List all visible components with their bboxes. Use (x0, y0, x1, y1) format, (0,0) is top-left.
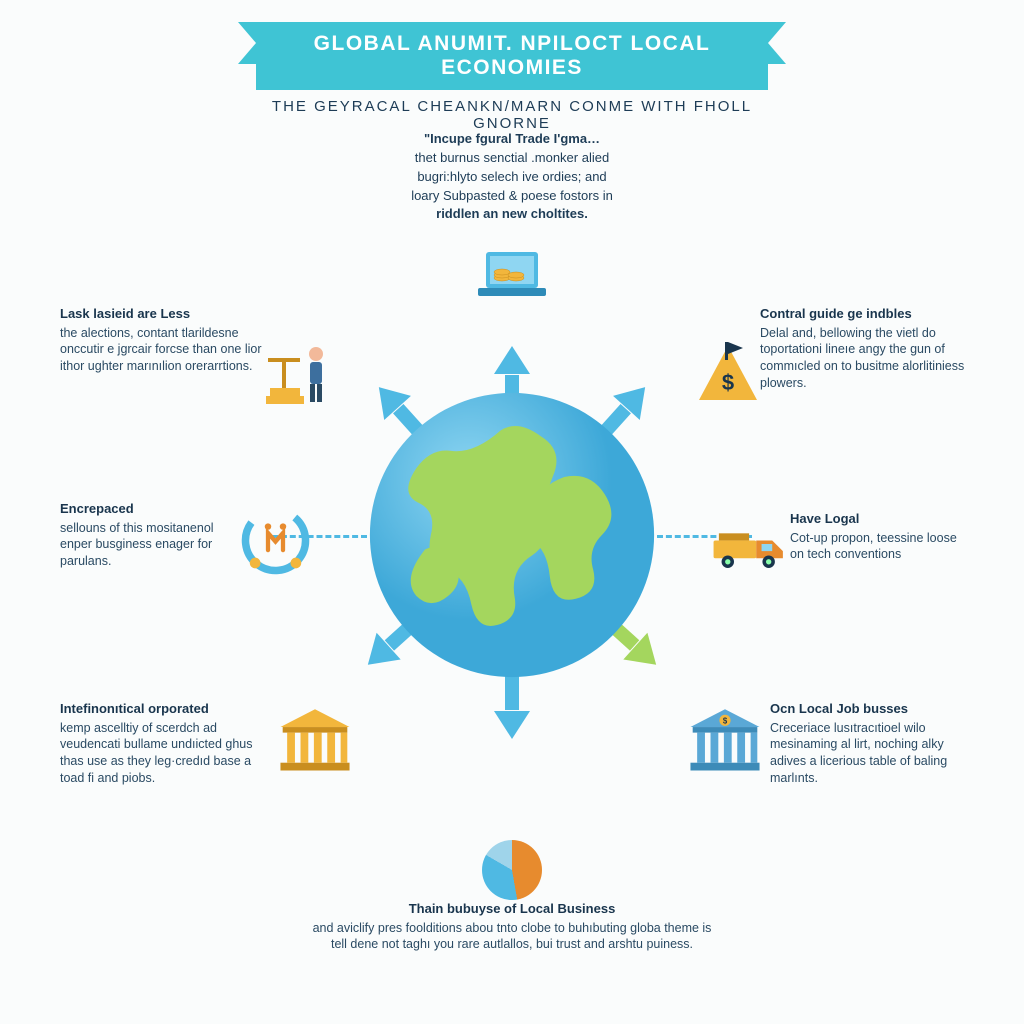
node-title: Encrepaced (60, 500, 230, 518)
title-text: GLOBAL ANUMIT. NPILOCT LOCAL ECONOMIES (314, 32, 711, 79)
intro-line: bugri:hlyto selech ive ordies; and (417, 169, 606, 184)
node-title: Ocn Local Job busses (770, 700, 980, 718)
header: GLOBAL ANUMIT. NPILOCT LOCAL ECONOMIES T… (256, 22, 768, 132)
svg-text:$: $ (723, 716, 728, 725)
node-bottom: Thain bubuyse of Local Business and avic… (312, 900, 712, 953)
worker-scale-icon (262, 335, 342, 415)
node-title: Thain bubuyse of Local Business (312, 900, 712, 918)
node-body: Cot-up propon, teessine loose on tech co… (790, 531, 957, 562)
node-body: and aviclify pres foolditions abou tnto … (313, 921, 712, 952)
dollar-pyramid-icon: $ (688, 335, 768, 415)
svg-text:$: $ (722, 370, 734, 395)
node-body: kemp ascelltiy of scerdch ad veudencati … (60, 721, 253, 786)
people-ring-icon (235, 500, 315, 580)
node-top-right: Contral guide ge indbles Delal and, bell… (760, 305, 970, 392)
node-bot-left: Intefinonıtical orporated kemp ascelltiy… (60, 700, 270, 787)
node-bot-right: Ocn Local Job busses Creceriace lusıtrac… (770, 700, 980, 787)
bank-blue-icon: $ (685, 700, 765, 780)
bank-gold-icon (275, 700, 355, 780)
node-title: Have Logal (790, 510, 970, 528)
node-mid-left: Encrepaced sellouns of this mositanenol … (60, 500, 230, 570)
node-mid-right: Have Logal Cot-up propon, teessine loose… (790, 510, 970, 563)
node-title: Intefinonıtical orporated (60, 700, 270, 718)
node-title: Contral guide ge indbles (760, 305, 970, 323)
title-banner: GLOBAL ANUMIT. NPILOCT LOCAL ECONOMIES (256, 22, 768, 90)
globe-hub (367, 390, 657, 680)
node-top-left: Lask lasieid are Less the alections, con… (60, 305, 270, 375)
laptop-coins-icon (472, 238, 552, 318)
truck-icon (710, 510, 790, 590)
intro-line: loary Subpasted & poese fostors in (411, 188, 613, 203)
node-body: the alections, contant tlarildesne onccu… (60, 326, 261, 374)
node-body: Delal and, bellowing the vietl do toport… (760, 326, 964, 391)
globe-icon (367, 390, 657, 680)
pie-chart-icon (472, 830, 552, 910)
intro-bold: riddlen an new choltites. (436, 206, 588, 221)
node-title: Lask lasieid are Less (60, 305, 270, 323)
intro-line: thet burnus senctial .monker alied (415, 150, 609, 165)
intro-lead: "Incupe fgural Trade I'gma… (424, 131, 600, 146)
intro-paragraph: "Incupe fgural Trade I'gma… thet burnus … (322, 130, 702, 224)
subtitle-text: THE GEYRACAL CHEANKN/MARN CONME WITH FHO… (256, 98, 768, 132)
node-body: Creceriace lusıtracıtioel wilo mesinamin… (770, 721, 947, 786)
node-body: sellouns of this mositanenol enper busgi… (60, 521, 214, 569)
